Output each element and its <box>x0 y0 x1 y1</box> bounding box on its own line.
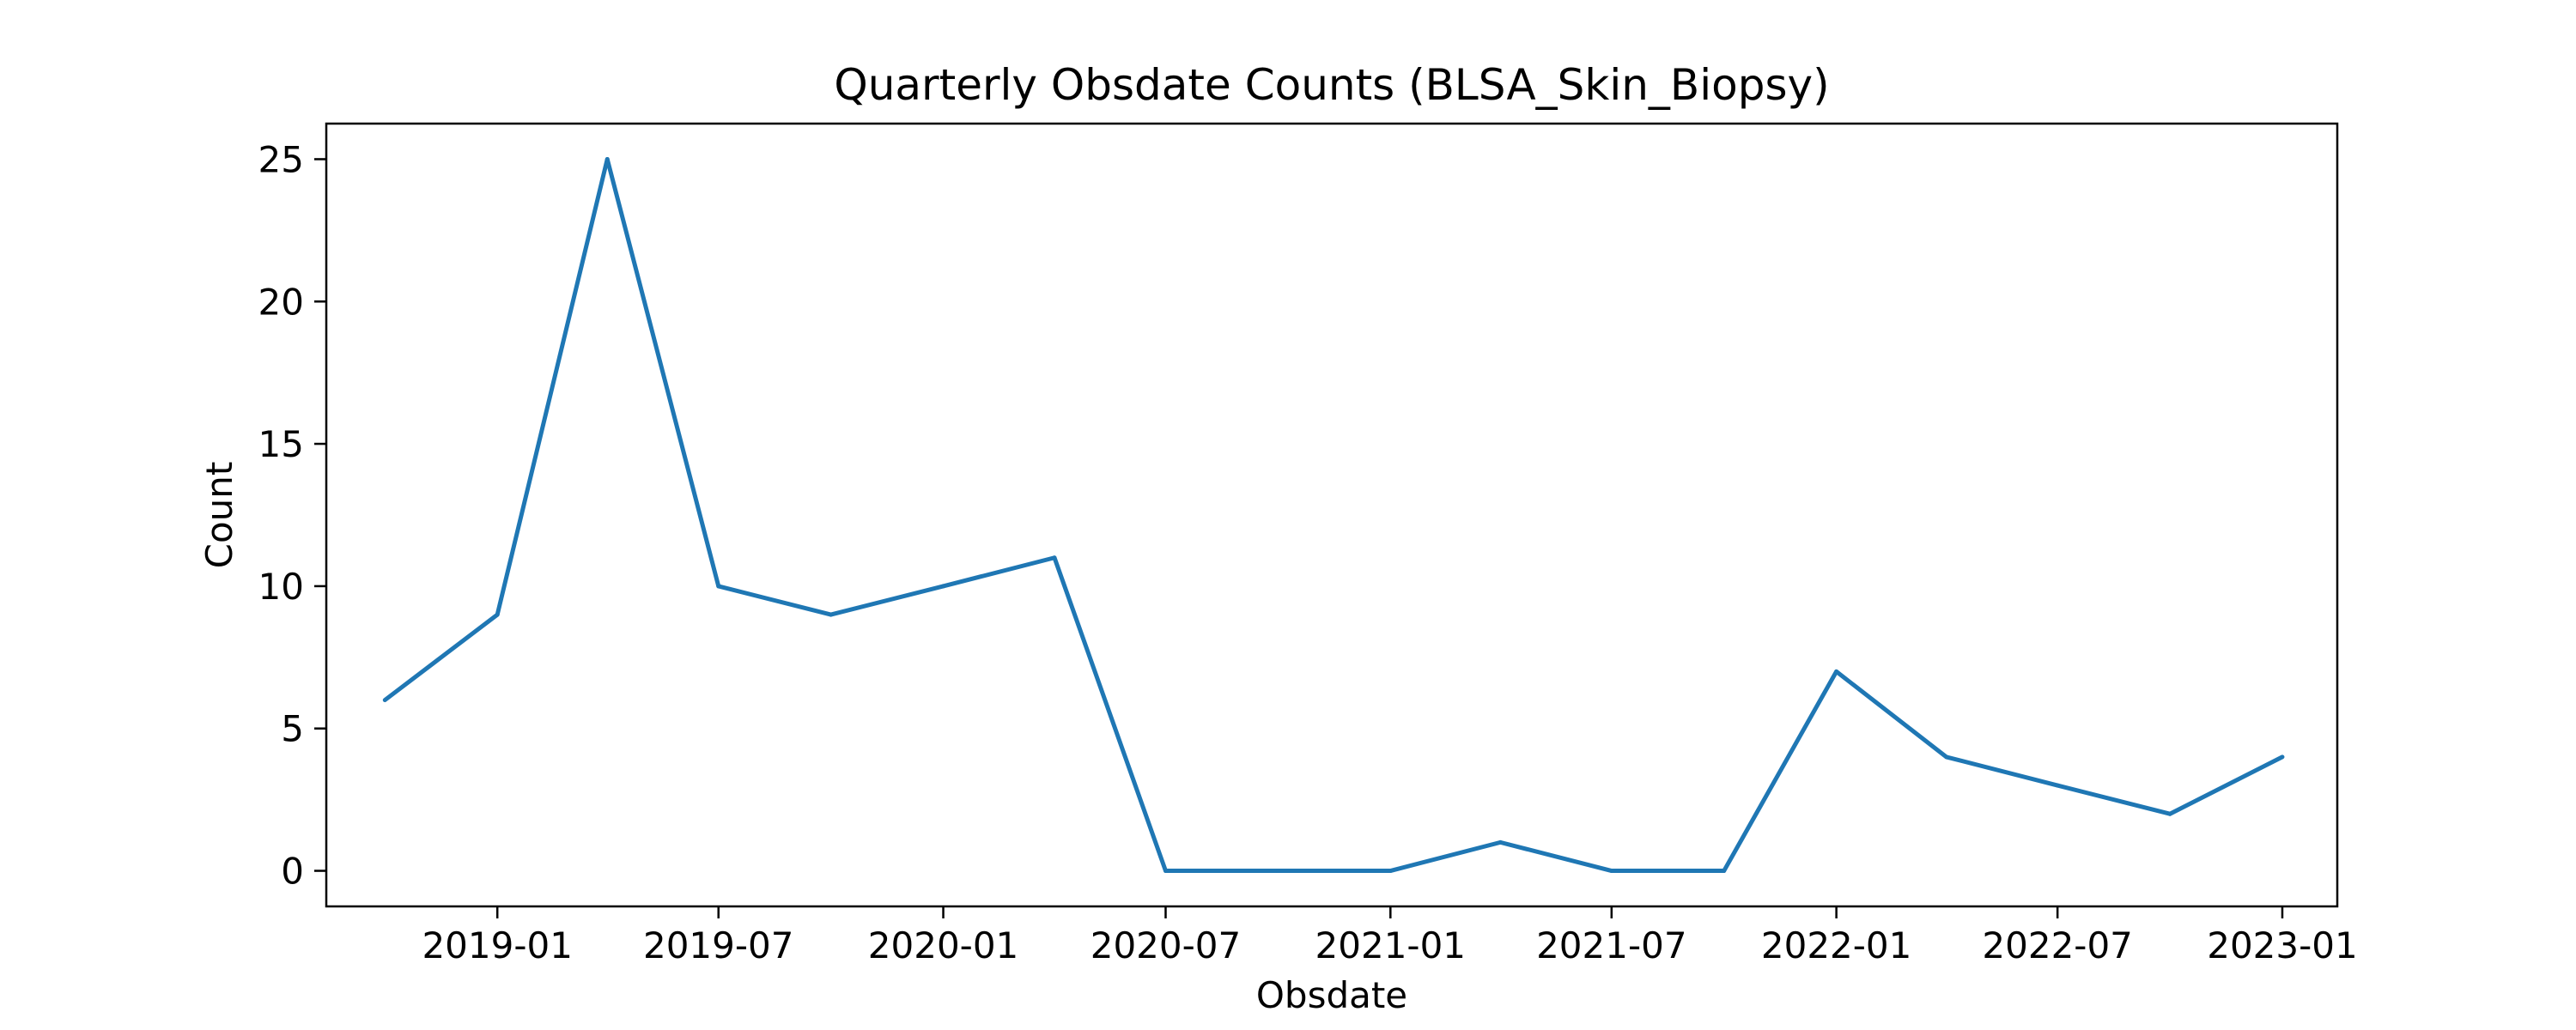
x-tick-label: 2021-01 <box>1315 924 1467 966</box>
x-tick-label: 2020-01 <box>868 924 1019 966</box>
series-lines <box>382 156 2285 874</box>
y-tick-label: 5 <box>281 708 304 750</box>
y-tick-label: 15 <box>258 423 304 465</box>
series-line-segment <box>1388 839 1503 874</box>
series-line-segment <box>2055 783 2172 816</box>
x-tick-label: 2020-07 <box>1091 924 1242 966</box>
series-line-segment <box>1498 839 1614 874</box>
y-axis-label: Count <box>198 462 240 569</box>
series-line-segment <box>1052 555 1168 874</box>
series-line-segment <box>829 584 946 617</box>
x-axis-label: Obsdate <box>1256 974 1407 1016</box>
series-line-segment <box>605 156 721 589</box>
series-line-segment <box>382 612 500 703</box>
y-tick-label: 10 <box>258 566 304 608</box>
series-line-segment <box>1722 669 1839 874</box>
x-tick-label: 2023-01 <box>2207 924 2358 966</box>
series-line-segment <box>495 156 610 617</box>
series-line-segment <box>1944 754 2060 788</box>
x-tick-label: 2022-07 <box>1982 924 2133 966</box>
x-tick-label: 2021-07 <box>1536 924 1687 966</box>
series-line-segment <box>1834 669 1949 760</box>
x-tick-label: 2022-01 <box>1761 924 1912 966</box>
axis-ticks: 2019-01 2019-07 2020-01 2020-07 2021-01 2021-… <box>258 138 2358 966</box>
y-tick-label: 25 <box>258 138 304 180</box>
plot-frame <box>325 122 2339 908</box>
chart-title: Quarterly Obsdate Counts (BLSA_Skin_Biop… <box>834 60 1829 110</box>
y-tick-label: 0 <box>281 851 304 893</box>
x-tick-label: 2019-01 <box>422 924 573 966</box>
y-tick-label: 20 <box>258 281 304 323</box>
series-line-segment <box>2167 754 2285 816</box>
series-line-segment <box>716 584 834 617</box>
x-tick-label: 2019-07 <box>643 924 794 966</box>
series-line-segment <box>941 555 1057 589</box>
